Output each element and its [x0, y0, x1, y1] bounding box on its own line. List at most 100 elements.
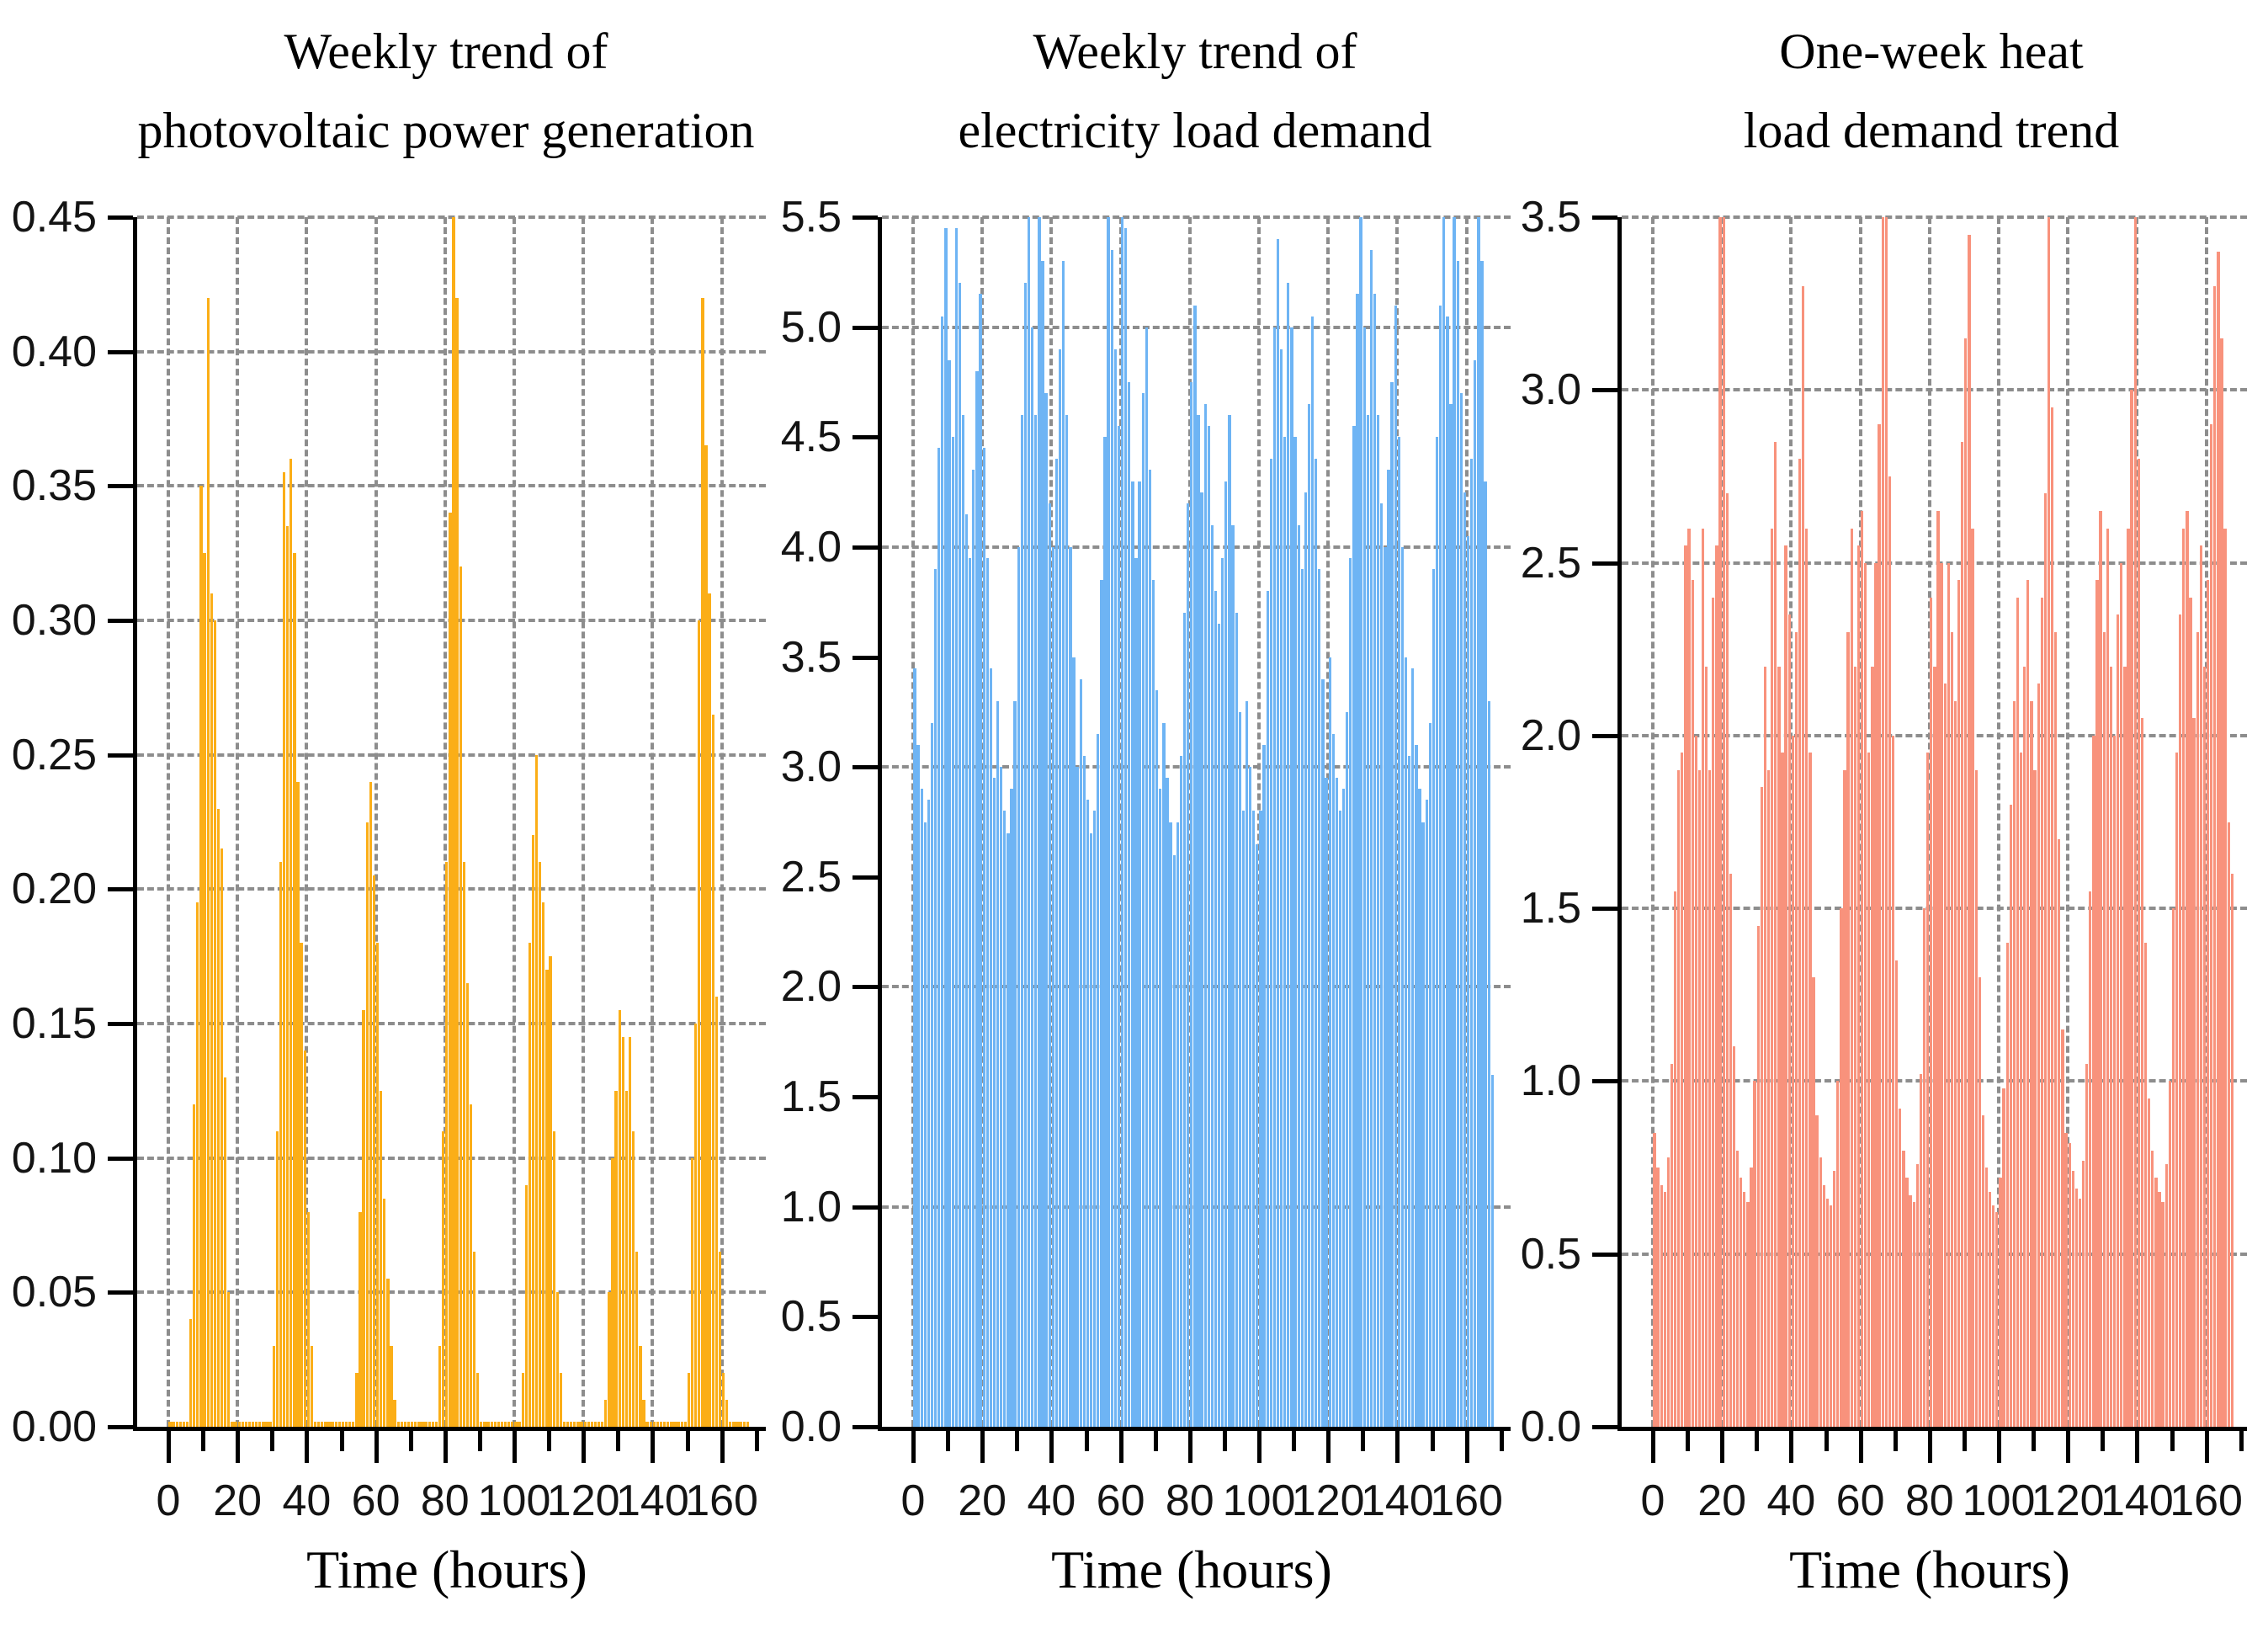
- x-tick-label: 40: [1766, 1476, 1816, 1525]
- bar: [421, 1421, 424, 1427]
- bar: [1456, 261, 1459, 1427]
- x-tick-label: 0: [1640, 1476, 1665, 1525]
- vertical-gridline: [651, 217, 655, 1427]
- bar: [282, 472, 286, 1427]
- bar: [476, 1373, 480, 1427]
- bar: [985, 557, 989, 1427]
- bar: [1442, 217, 1446, 1427]
- y-axis-tick: [1592, 733, 1617, 738]
- horizontal-gridline: [882, 325, 1511, 329]
- y-axis-tick: [108, 215, 133, 220]
- bar: [545, 970, 549, 1427]
- bar: [1881, 217, 1884, 1427]
- bar: [539, 862, 542, 1427]
- bar: [621, 1036, 624, 1427]
- bar: [2171, 908, 2175, 1427]
- x-tick-label: 0: [156, 1476, 181, 1525]
- bar: [327, 1421, 331, 1427]
- bar: [1743, 1191, 1746, 1427]
- bar: [930, 722, 934, 1427]
- bar: [673, 1421, 677, 1427]
- bar: [982, 448, 985, 1427]
- bar: [2137, 459, 2140, 1427]
- y-axis-tick: [852, 765, 878, 770]
- bar: [431, 1421, 434, 1427]
- bar: [1943, 684, 1947, 1427]
- bar: [348, 1421, 352, 1427]
- bar: [372, 875, 376, 1427]
- bar: [1062, 261, 1065, 1427]
- bar: [1235, 613, 1238, 1427]
- x-axis-tick-major: [236, 1431, 241, 1463]
- bar: [2196, 631, 2199, 1427]
- bar: [670, 1421, 673, 1427]
- vertical-gridline: [1651, 217, 1655, 1427]
- bar: [1871, 666, 1874, 1427]
- bar: [1182, 613, 1187, 1427]
- bar: [1691, 580, 1694, 1427]
- y-tick-label: 5.0: [780, 302, 842, 352]
- bar: [241, 1421, 244, 1427]
- bar: [1909, 1194, 1912, 1427]
- bar: [206, 297, 210, 1427]
- bar: [1269, 459, 1272, 1427]
- x-axis-tick-minor: [1084, 1431, 1089, 1451]
- bar: [247, 1421, 252, 1427]
- vertical-gridline: [980, 217, 985, 1427]
- bar: [1369, 250, 1373, 1427]
- y-axis-tick: [1592, 907, 1617, 912]
- bar: [1708, 769, 1712, 1427]
- bar: [2175, 753, 2179, 1427]
- bar: [1895, 960, 1899, 1427]
- bar: [1912, 1202, 1915, 1427]
- bar: [2074, 1188, 2079, 1427]
- bar: [1065, 415, 1069, 1427]
- y-tick-label: 0.05: [11, 1268, 97, 1317]
- bar: [528, 943, 532, 1427]
- bar: [341, 1421, 345, 1427]
- bar: [2037, 684, 2040, 1427]
- bar: [1176, 822, 1179, 1427]
- bar: [542, 902, 545, 1427]
- bar: [628, 1036, 632, 1427]
- bar: [1266, 591, 1269, 1427]
- bar: [1023, 283, 1028, 1427]
- bar: [583, 1421, 587, 1427]
- bar: [1971, 528, 1974, 1427]
- vertical-gridline: [513, 217, 516, 1427]
- bar: [1750, 1168, 1753, 1427]
- y-axis-tick: [852, 1095, 878, 1100]
- bar: [1704, 666, 1708, 1427]
- bar: [1712, 597, 1715, 1427]
- bar: [1763, 666, 1767, 1427]
- horizontal-gridline: [137, 887, 766, 891]
- bar: [604, 1400, 608, 1427]
- bar: [632, 1130, 635, 1427]
- bar: [1007, 832, 1010, 1427]
- bar: [1256, 843, 1259, 1427]
- bar: [1310, 316, 1315, 1427]
- bar: [2109, 666, 2113, 1427]
- bar: [175, 1421, 178, 1427]
- bar: [2030, 700, 2033, 1427]
- bar: [958, 283, 962, 1427]
- bar: [1666, 1157, 1670, 1427]
- bar: [1041, 261, 1044, 1427]
- y-tick-label: 0.0: [1520, 1402, 1581, 1451]
- bar: [182, 1421, 186, 1427]
- bar: [1200, 492, 1203, 1427]
- bar: [1058, 348, 1062, 1427]
- bar: [172, 1421, 175, 1427]
- x-axis-tick-major: [651, 1431, 656, 1463]
- bar: [1159, 789, 1162, 1427]
- bar: [954, 228, 958, 1427]
- bar: [725, 1400, 729, 1427]
- bar: [1833, 1171, 1836, 1427]
- bar: [1480, 261, 1484, 1427]
- vertical-gridline: [720, 217, 724, 1427]
- bar: [1418, 789, 1421, 1427]
- bar: [1988, 1191, 1992, 1427]
- bar: [1428, 722, 1431, 1427]
- bar: [1722, 217, 1725, 1427]
- bar: [1836, 1081, 1840, 1427]
